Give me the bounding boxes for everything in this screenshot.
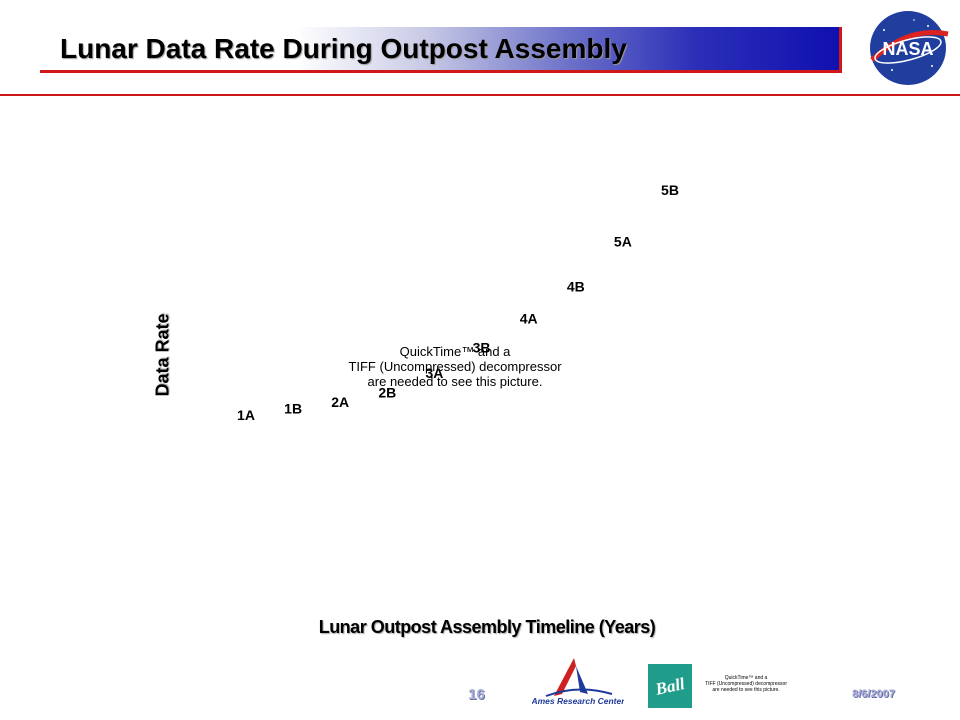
title-divider: [0, 94, 960, 96]
ball-logo: Ball: [648, 664, 692, 708]
ames-research-center-logo: Ames Research Center: [532, 658, 624, 706]
nasa-logo: NASA: [870, 11, 949, 85]
page-number: 16: [468, 686, 485, 703]
data-point-label-5b: 5B: [661, 182, 679, 198]
quicktime-placeholder: QuickTime™ and a TIFF (Uncompressed) dec…: [310, 344, 600, 389]
small-quicktime-placeholder: QuickTime™ and a TIFF (Uncompressed) dec…: [696, 675, 796, 693]
data-point-label-1b: 1B: [284, 401, 302, 417]
y-axis-label: Data Rate: [152, 313, 173, 397]
data-point-label-5a: 5A: [614, 233, 632, 249]
ball-label: Ball: [653, 674, 687, 699]
ames-label: Ames Research Center: [532, 696, 624, 706]
data-point-label-2b: 2B: [378, 385, 396, 401]
data-point-label-1a: 1A: [237, 407, 255, 423]
data-point-label-2a: 2A: [331, 394, 349, 410]
small-placeholder-line: TIFF (Uncompressed) decompressor: [705, 681, 787, 687]
nasa-logo-text: NASA: [882, 39, 933, 59]
slide-title: Lunar Data Rate During Outpost Assembly: [60, 33, 627, 64]
small-placeholder-line: QuickTime™ and a: [724, 675, 768, 681]
slide-date: 8/6/2007: [852, 688, 895, 700]
small-placeholder-line: are needed to see this picture.: [712, 687, 780, 693]
data-point-label-3a: 3A: [425, 365, 443, 381]
data-point-label-4a: 4A: [520, 311, 538, 327]
placeholder-line: are needed to see this picture.: [367, 374, 543, 389]
title-banner: [40, 27, 842, 73]
placeholder-line: TIFF (Uncompressed) decompressor: [348, 359, 562, 374]
x-axis-label: Lunar Outpost Assembly Timeline (Years): [318, 617, 656, 637]
data-point-label-3b: 3B: [473, 340, 491, 356]
placeholder-line: QuickTime™ and a: [399, 344, 511, 359]
data-point-label-4b: 4B: [567, 278, 585, 294]
